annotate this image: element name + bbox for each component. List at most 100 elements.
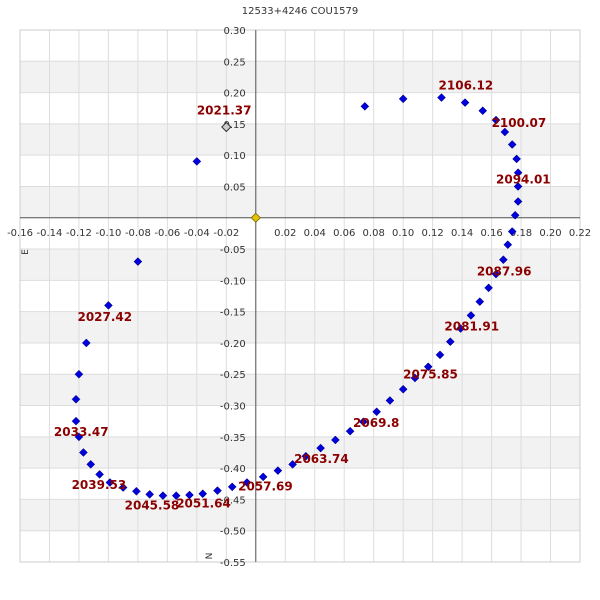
orbit-point	[301, 451, 311, 461]
orbit-point	[331, 435, 340, 445]
orbit-point	[171, 491, 181, 501]
orbit-point	[118, 483, 128, 492]
epoch-label: 2087.96	[477, 264, 532, 278]
special-markers	[221, 121, 261, 223]
epoch-label: 2063.74	[294, 452, 349, 466]
y-tick-labels: 0.30 0.25 0.20 0.15 0.10 0.05 -0.05 -0.10 -0.15 -…	[220, 26, 246, 569]
orbit-point	[79, 448, 88, 457]
epoch-label: 2039.53	[72, 478, 127, 492]
orbit-point	[71, 416, 81, 426]
y-tick-label: -0.35	[220, 433, 246, 444]
orbit-point	[475, 297, 485, 306]
orbit-point	[500, 127, 510, 137]
primary-star-marker	[250, 212, 261, 223]
y-tick-label: 0.30	[224, 26, 246, 37]
orbit-point	[242, 478, 252, 487]
orbit-point	[410, 373, 420, 383]
x-tick-label: 0.16	[480, 228, 502, 239]
orbit-point	[132, 486, 141, 496]
orbit-point	[435, 350, 445, 360]
y-tick-label: -0.05	[220, 245, 246, 256]
orbit-point	[513, 182, 523, 191]
orbit-point	[158, 491, 168, 501]
background-band	[20, 311, 580, 343]
orbit-point	[213, 486, 222, 496]
orbit-point	[491, 269, 501, 279]
orbit-point	[185, 490, 194, 500]
x-tick-label: 0.14	[451, 228, 473, 239]
background-band	[20, 186, 580, 218]
x-tick-label: -0.06	[154, 228, 180, 239]
orbit-point	[445, 337, 455, 347]
orbit-point	[273, 466, 283, 475]
orbit-point	[105, 478, 115, 487]
x-tick-label: -0.08	[125, 228, 151, 239]
orbit-point	[423, 362, 433, 372]
orbit-point	[145, 490, 155, 499]
orbit-point	[385, 396, 395, 405]
epoch-label: 2033.47	[54, 425, 109, 439]
orbit-point	[398, 94, 408, 104]
orbit-point	[398, 384, 408, 394]
orbit-point	[513, 197, 523, 206]
y-tick-label: 0.25	[224, 57, 246, 68]
y-tick-label: -0.20	[220, 339, 246, 350]
x-tick-label: -0.14	[37, 228, 63, 239]
x-tick-label: 0.08	[363, 228, 385, 239]
x-tick-label: 0.10	[392, 228, 414, 239]
background-band	[20, 499, 580, 531]
x-tick-labels: -0.16 -0.14 -0.12 -0.10 -0.08 -0.06 -0.04 -0.02…	[7, 228, 591, 239]
axis-letters: EN	[21, 249, 215, 560]
epoch-label: 2021.37	[197, 103, 252, 117]
observed-point-marker	[221, 121, 232, 133]
x-tick-label: -0.02	[213, 228, 239, 239]
axes	[20, 30, 580, 562]
orbit-point	[513, 168, 523, 178]
x-tick-label: -0.16	[7, 228, 33, 239]
x-tick-label: 0.18	[510, 228, 532, 239]
orbit-point	[478, 106, 488, 116]
x-tick-label: -0.04	[184, 228, 210, 239]
background-band	[20, 123, 580, 156]
x-tick-label: 0.04	[304, 228, 326, 239]
x-tick-label: 0.02	[274, 228, 296, 239]
orbit-point	[192, 157, 202, 166]
y-tick-label: -0.40	[220, 464, 246, 475]
orbit-point	[81, 338, 91, 348]
x-tick-label: -0.12	[66, 228, 92, 239]
orbit-point	[484, 283, 493, 293]
data-labels: 2106.12 2100.07 2094.01 2087.96 2081.91 2075.…	[54, 78, 551, 512]
background-band	[20, 61, 580, 93]
orbit-point	[360, 102, 370, 111]
chart-title: 12533+4246 COU1579	[241, 6, 359, 17]
y-tick-label: -0.10	[220, 276, 246, 287]
orbit-point	[499, 255, 508, 265]
y-tick-label: -0.15	[220, 308, 246, 319]
x-tick-label: -0.10	[95, 228, 121, 239]
orbit-point	[491, 115, 501, 125]
plot-frame	[19, 29, 581, 563]
background-band	[20, 374, 580, 406]
orbit-point	[372, 407, 381, 417]
orbit-point	[503, 240, 513, 250]
x-tick-label: 0.22	[569, 228, 591, 239]
y-tick-label: 0.10	[224, 151, 246, 162]
y-tick-label: 0.15	[224, 120, 246, 131]
orbit-point	[507, 227, 517, 236]
orbit-point	[227, 482, 237, 492]
epoch-label: 2094.01	[496, 172, 551, 186]
x-tick-label: 0.12	[421, 228, 443, 239]
epoch-label: 2106.12	[439, 78, 494, 92]
y-tick-label: -0.50	[220, 527, 246, 538]
y-tick-label: -0.25	[220, 370, 246, 381]
epoch-label: 2045.58	[125, 498, 180, 512]
orbit-point	[460, 98, 470, 107]
orbit-point	[71, 394, 81, 404]
orbit-point	[316, 443, 325, 453]
y-tick-label: 0.20	[224, 89, 246, 100]
y-tick-label: -0.30	[220, 402, 246, 413]
background-band	[20, 436, 580, 469]
east-axis-letter: E	[21, 249, 31, 255]
y-tick-label: -0.55	[220, 558, 246, 569]
orbit-point	[258, 472, 268, 482]
